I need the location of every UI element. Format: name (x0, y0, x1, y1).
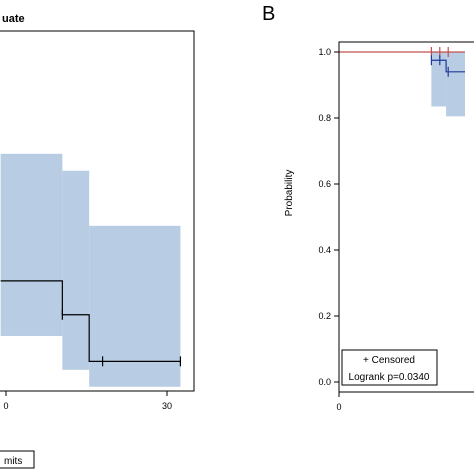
panel-1-y-tick-label-0: 0.0 (318, 377, 331, 387)
panel-0-x-tick-label-0: 0 (3, 401, 8, 411)
panel-0-series-0-line (0, 280, 181, 362)
panel-b-legend-logrank: Logrank p=0.0340 (349, 372, 430, 383)
panel-1-y-tick-label-4: 0.8 (318, 113, 331, 123)
panel-a-legend-box (0, 450, 35, 469)
panel-1-y-tick-label-1: 0.2 (318, 311, 331, 321)
panel-a-legend-text: mits (4, 456, 22, 467)
panel-b-plot (339, 47, 465, 117)
panel-0-series-0-ci-band-2 (89, 225, 181, 387)
panel-a-title: uate (2, 13, 25, 25)
panel-1-x-tick-label-0: 0 (336, 402, 341, 412)
panel-1-y-tick-label-5: 1.0 (318, 47, 331, 57)
panel-b-ticks: 0 0.0 0.2 0.4 0.6 0.8 1.0 (318, 47, 341, 412)
panel-0-series-0-ci-band-0 (0, 153, 63, 336)
panel-1-series-1-ci-band-1 (446, 52, 465, 117)
panel-b-legend-box (341, 349, 438, 386)
panel-b-frame (338, 41, 474, 393)
panel-b-legend-censored: + Censored (363, 355, 415, 366)
panel-b: B Probability 0 0.0 0.2 0.4 0.6 0.8 1.0 + Cens… (262, 3, 474, 412)
panel-1-series-1-line (431, 59, 465, 73)
panel-0-x-tick-label-1: 30 (162, 401, 172, 411)
panel-0-series-0-ci-band-1 (62, 170, 90, 370)
panel-b-y-axis-label: Probability (284, 170, 295, 217)
panel-1-series-1-ci-band-0 (431, 52, 447, 107)
panel-1-y-tick-label-3: 0.6 (318, 179, 331, 189)
panel-a-frame (0, 30, 195, 392)
panel-a-plot (0, 153, 182, 387)
panel-1-y-tick-label-2: 0.4 (318, 245, 331, 255)
panel-a: uate 0 30 mits (0, 13, 195, 469)
panel-b-label: B (262, 3, 275, 25)
panel-a-x-ticks: 0 30 (3, 391, 172, 411)
